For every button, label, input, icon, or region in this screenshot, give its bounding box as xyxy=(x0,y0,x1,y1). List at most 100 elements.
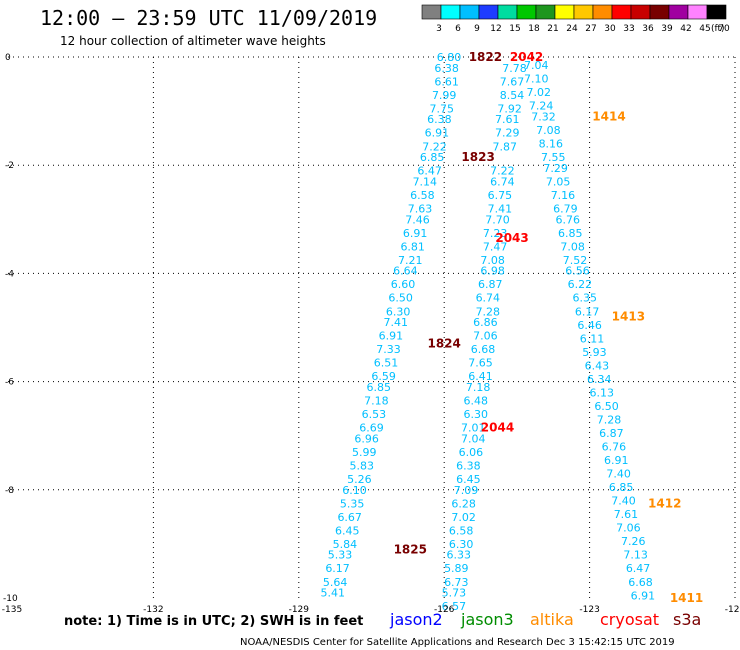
x-tick-label: -120 xyxy=(725,605,740,615)
pass-time-label: 1412 xyxy=(648,496,681,510)
wave-height-s3a: 6.81 xyxy=(400,240,425,253)
colorbar-swatch xyxy=(630,4,651,20)
colorbar-label: 3 xyxy=(436,24,442,34)
colorbar-swatch xyxy=(592,4,613,20)
x-tick-label: -123 xyxy=(579,605,599,615)
y-tick-label: -8 xyxy=(5,486,14,496)
wave-height-cryosat: 7.04 xyxy=(461,432,486,445)
colorbar-swatch xyxy=(687,4,708,20)
colorbar-swatch xyxy=(497,4,518,20)
chart-title: 12:00 — 23:59 UTC 11/09/2019 xyxy=(40,6,377,30)
wave-height-altika: 7.52 xyxy=(563,254,588,267)
x-tick-label: -129 xyxy=(289,605,310,615)
colorbar-label: 42 xyxy=(680,24,691,34)
wave-height-cryosat: 7.67 xyxy=(500,75,525,88)
wave-height-altika: 6.43 xyxy=(585,359,610,372)
colorbar-label: 45 xyxy=(699,24,710,34)
wave-height-cryosat: 6.48 xyxy=(463,395,488,408)
pass-time-label: 1411 xyxy=(670,591,703,605)
colorbar-swatch xyxy=(668,4,689,20)
y-tick-label: 0 xyxy=(5,53,11,63)
colorbar-label: 6 xyxy=(455,24,461,34)
colorbar-swatch xyxy=(573,4,594,20)
wave-height-s3a: 7.63 xyxy=(408,202,433,215)
pass-time-label: 2042 xyxy=(510,50,543,64)
wave-height-altika: 6.50 xyxy=(594,400,619,413)
wave-height-cryosat: 7.22 xyxy=(490,165,515,178)
wave-height-s3a: 6.60 xyxy=(391,278,416,291)
wave-height-s3a: 6.91 xyxy=(379,330,404,343)
wave-height-cryosat: 8.54 xyxy=(500,89,525,102)
wave-height-altika: 6.85 xyxy=(609,481,634,494)
wave-height-cryosat: 6.33 xyxy=(446,549,471,562)
wave-height-altika: 7.55 xyxy=(541,151,566,164)
wave-height-altika: 6.47 xyxy=(626,562,651,575)
wave-height-altika: 7.26 xyxy=(621,535,646,548)
wave-height-altika: 7.02 xyxy=(526,86,551,99)
wave-height-cryosat: 6.45 xyxy=(456,473,481,486)
footer-credit: NOAA/NESDIS Center for Satellite Applica… xyxy=(240,637,675,648)
wave-height-altika: 6.35 xyxy=(573,292,598,305)
wave-height-cryosat: 7.29 xyxy=(495,127,520,140)
x-tick-label: -126 xyxy=(434,605,455,615)
wave-height-altika: 7.05 xyxy=(546,175,571,188)
wave-height-altika: 6.91 xyxy=(631,589,656,602)
wave-height-altika: 6.91 xyxy=(604,454,629,467)
wave-height-s3a: 6.67 xyxy=(337,511,362,524)
colorbar-label: 39 xyxy=(661,24,673,34)
wave-height-cryosat: 6.75 xyxy=(488,189,513,202)
wave-height-cryosat: 6.06 xyxy=(459,446,484,459)
wave-height-altika: 6.85 xyxy=(558,227,583,240)
wave-height-s3a: 7.18 xyxy=(364,395,389,408)
wave-height-altika: 7.24 xyxy=(529,100,554,113)
wave-height-altika: 6.68 xyxy=(628,576,653,589)
wave-height-s3a: 7.46 xyxy=(405,213,430,226)
wave-height-cryosat: 7.78 xyxy=(502,62,527,75)
wave-height-cryosat: 6.87 xyxy=(478,278,503,291)
wave-height-s3a: 7.22 xyxy=(422,140,447,153)
wave-height-cryosat: 7.01 xyxy=(461,422,486,435)
wave-height-cryosat: 7.18 xyxy=(466,381,491,394)
wave-height-altika: 7.40 xyxy=(611,495,636,508)
wave-height-s3a: 7.14 xyxy=(413,175,438,188)
wave-height-altika: 7.16 xyxy=(551,189,576,202)
wave-height-s3a: 5.83 xyxy=(350,459,375,472)
wave-height-altika: 7.08 xyxy=(560,240,585,253)
wave-height-altika: 7.32 xyxy=(531,111,556,124)
x-tick-label: -132 xyxy=(143,605,163,615)
colorbar-unit: (ft) xyxy=(711,24,725,34)
wave-height-cryosat: 7.28 xyxy=(476,305,501,318)
y-tick-label: -4 xyxy=(5,269,14,279)
satellite-legend: jason2 jason3 altika cryosat s3a xyxy=(389,610,701,629)
wave-height-s3a: 7.33 xyxy=(376,343,401,356)
colorbar-swatch xyxy=(649,4,670,20)
colorbar-label: 33 xyxy=(623,24,634,34)
wave-height-s3a: 6.69 xyxy=(359,422,384,435)
colorbar-label: 21 xyxy=(547,24,558,34)
wave-height-altika: 6.56 xyxy=(565,265,590,278)
colorbar-swatch xyxy=(554,4,575,20)
wave-height-altika: 6.34 xyxy=(587,373,612,386)
wave-height-altika: 6.17 xyxy=(575,305,600,318)
wave-height-cryosat: 6.98 xyxy=(480,265,505,278)
wave-height-cryosat: 7.65 xyxy=(468,357,493,370)
wave-height-altika: 6.76 xyxy=(602,441,627,454)
wave-height-cryosat: 7.09 xyxy=(454,484,479,497)
pass-time-label: 1823 xyxy=(461,150,494,164)
wave-height-cryosat: 6.68 xyxy=(471,343,496,356)
wave-height-cryosat: 6.74 xyxy=(476,292,501,305)
colorbar: 3 6 9 12 15 18 21 24 27 30 33 36 39 42 45 70 xyxy=(421,4,730,34)
colorbar-swatch xyxy=(535,4,556,20)
wave-height-s3a: 6.61 xyxy=(434,75,459,88)
wave-height-s3a: 6.91 xyxy=(403,227,428,240)
y-axis-ticks: 0 -2 -4 -6 -8 -10 xyxy=(3,53,18,604)
wave-height-altika: 7.08 xyxy=(536,124,561,137)
wave-height-altika: 6.46 xyxy=(577,319,602,332)
wave-height-s3a: 6.80 xyxy=(437,51,462,64)
pass-time-label: 2043 xyxy=(495,231,528,245)
colorbar-label: 12 xyxy=(490,24,501,34)
colorbar-swatch xyxy=(421,4,442,20)
pass-time-label: 1414 xyxy=(592,110,625,124)
wave-height-s3a: 6.10 xyxy=(342,484,367,497)
